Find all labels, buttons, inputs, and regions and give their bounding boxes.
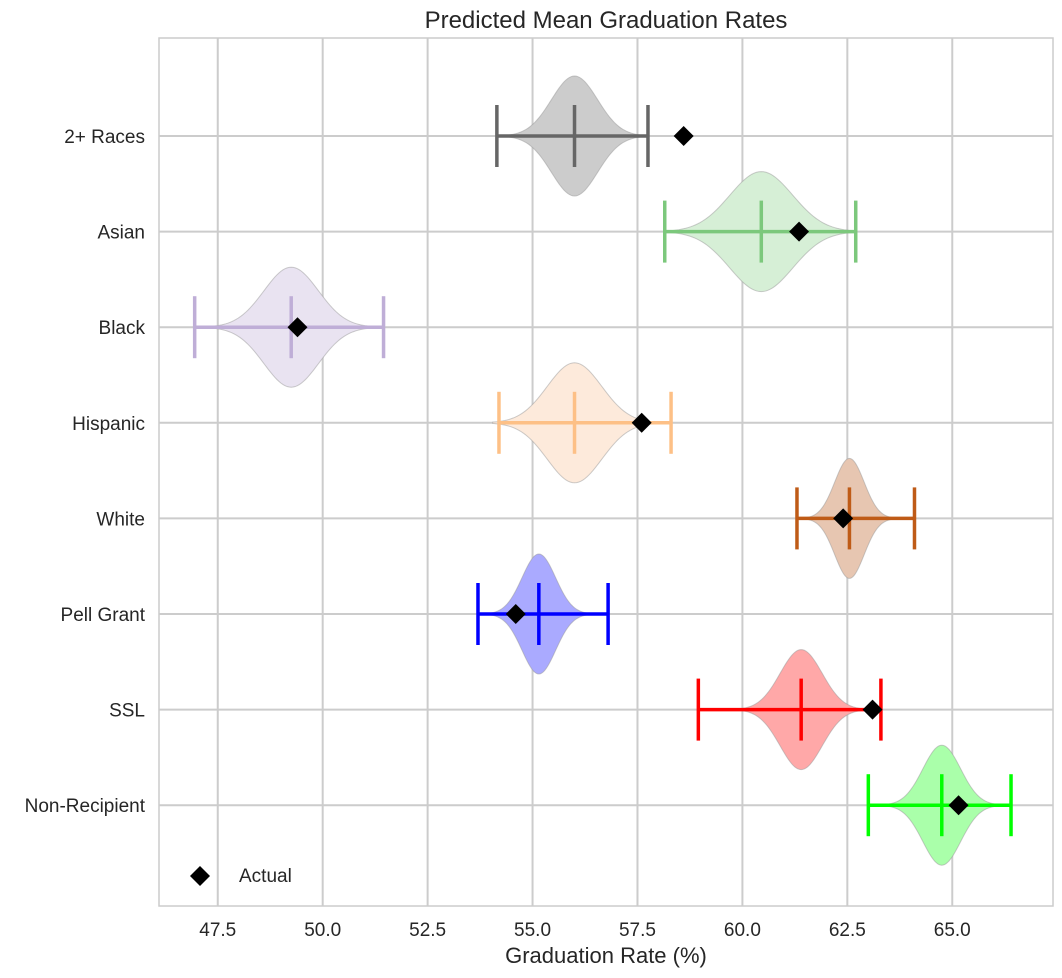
actual-marker bbox=[833, 508, 854, 529]
violin-group bbox=[476, 553, 610, 675]
x-tick-label: 52.5 bbox=[409, 920, 446, 941]
x-tick-label: 47.5 bbox=[199, 920, 236, 941]
x-tick-label: 55.0 bbox=[514, 920, 551, 941]
y-tick-label: SSL bbox=[109, 701, 145, 722]
x-axis-label: Graduation Rate (%) bbox=[505, 943, 707, 968]
y-tick-label: Non-Recipient bbox=[25, 796, 146, 817]
chart-title: Predicted Mean Graduation Rates bbox=[425, 7, 788, 34]
violin-group bbox=[866, 744, 1013, 866]
ticks-layer: 47.5 50.0 52.5 55.0 57.5 60.0 62.5 65.0 2+ Races… bbox=[25, 127, 971, 941]
violin-group bbox=[495, 75, 694, 197]
y-tick-label: Hispanic bbox=[72, 414, 145, 435]
x-tick-label: 57.5 bbox=[619, 920, 656, 941]
violin-group bbox=[492, 362, 673, 484]
x-tick-label: 62.5 bbox=[829, 920, 866, 941]
actual-marker bbox=[789, 221, 810, 242]
x-tick-label: 65.0 bbox=[934, 920, 971, 941]
actual-marker bbox=[673, 126, 694, 146]
violin-group bbox=[696, 649, 883, 771]
violins-layer bbox=[192, 75, 1013, 866]
legend-label: Actual bbox=[239, 866, 292, 887]
y-tick-label: Asian bbox=[97, 223, 145, 244]
y-tick-label: Black bbox=[99, 318, 146, 339]
legend: Actual bbox=[190, 866, 292, 887]
x-tick-label: 50.0 bbox=[304, 920, 341, 941]
actual-marker bbox=[505, 604, 526, 624]
violin-group bbox=[663, 171, 858, 293]
actual-marker bbox=[862, 699, 883, 720]
actual-marker bbox=[287, 317, 308, 338]
legend-marker-actual bbox=[190, 866, 210, 886]
y-tick-label: Pell Grant bbox=[61, 605, 146, 626]
plot-frame bbox=[158, 37, 1054, 907]
y-tick-label: White bbox=[96, 509, 145, 530]
x-tick-label: 60.0 bbox=[724, 920, 761, 941]
actual-marker bbox=[631, 412, 652, 433]
violin-group bbox=[192, 266, 386, 388]
y-tick-label: 2+ Races bbox=[64, 127, 145, 148]
violin-group bbox=[795, 457, 917, 579]
actual-marker bbox=[948, 795, 969, 816]
